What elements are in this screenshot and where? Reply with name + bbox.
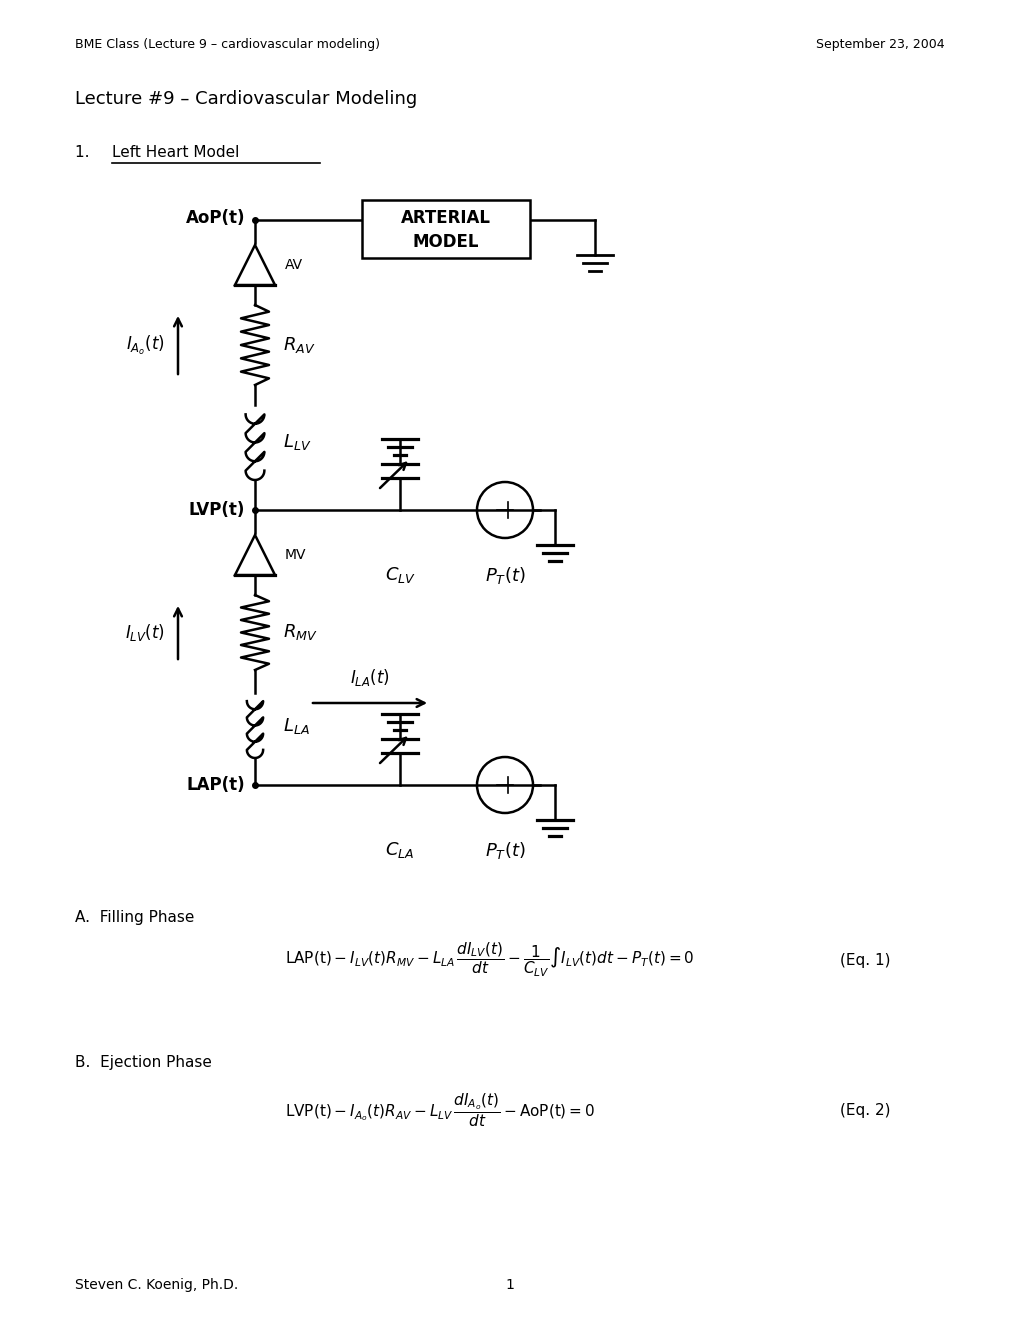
Text: $P_T(t)$: $P_T(t)$ <box>484 565 525 586</box>
Text: BME Class (Lecture 9 – cardiovascular modeling): BME Class (Lecture 9 – cardiovascular mo… <box>75 38 380 51</box>
Text: $C_{LA}$: $C_{LA}$ <box>385 840 415 861</box>
Text: (Eq. 2): (Eq. 2) <box>840 1102 890 1118</box>
Polygon shape <box>234 535 275 576</box>
Text: MV: MV <box>284 548 306 562</box>
Text: B.  Ejection Phase: B. Ejection Phase <box>75 1055 212 1071</box>
Text: $I_{LA}(t)$: $I_{LA}(t)$ <box>350 667 389 688</box>
Text: $I_{LV}(t)$: $I_{LV}(t)$ <box>125 622 165 643</box>
Text: $R_{MV}$: $R_{MV}$ <box>282 623 318 643</box>
Text: Left Heart Model: Left Heart Model <box>112 145 239 160</box>
Text: $C_{LV}$: $C_{LV}$ <box>384 565 415 585</box>
Bar <box>362 201 530 257</box>
Text: Lecture #9 – Cardiovascular Modeling: Lecture #9 – Cardiovascular Modeling <box>75 90 417 108</box>
Text: $\mathrm{LVP(t)}-I_{A_o}(t)R_{AV}-L_{LV}\,\dfrac{dI_{A_o}(t)}{dt}-\mathrm{AoP(t): $\mathrm{LVP(t)}-I_{A_o}(t)R_{AV}-L_{LV}… <box>284 1092 595 1129</box>
Text: $L_{LV}$: $L_{LV}$ <box>282 433 311 453</box>
Polygon shape <box>234 246 275 285</box>
Text: 1.: 1. <box>75 145 99 160</box>
Text: $R_{AV}$: $R_{AV}$ <box>282 335 315 355</box>
Text: Steven C. Koenig, Ph.D.: Steven C. Koenig, Ph.D. <box>75 1278 238 1292</box>
Text: September 23, 2004: September 23, 2004 <box>815 38 944 51</box>
Text: $P_T(t)$: $P_T(t)$ <box>484 840 525 861</box>
Text: ARTERIAL: ARTERIAL <box>400 209 490 227</box>
Text: $I_{A_o}(t)$: $I_{A_o}(t)$ <box>125 334 164 356</box>
Text: LAP(t): LAP(t) <box>186 776 245 795</box>
Text: A.  Filling Phase: A. Filling Phase <box>75 909 195 925</box>
Text: AoP(t): AoP(t) <box>185 209 245 227</box>
Text: LVP(t): LVP(t) <box>189 502 245 519</box>
Text: 1: 1 <box>505 1278 514 1292</box>
Text: $L_{LA}$: $L_{LA}$ <box>282 715 310 735</box>
Text: (Eq. 1): (Eq. 1) <box>840 953 890 968</box>
Text: AV: AV <box>284 257 303 272</box>
Text: MODEL: MODEL <box>413 234 479 251</box>
Text: $\mathrm{LAP(t)}-I_{LV}(t)R_{MV}-L_{LA}\,\dfrac{dI_{LV}(t)}{dt}-\dfrac{1}{C_{LV}: $\mathrm{LAP(t)}-I_{LV}(t)R_{MV}-L_{LA}\… <box>284 941 694 979</box>
